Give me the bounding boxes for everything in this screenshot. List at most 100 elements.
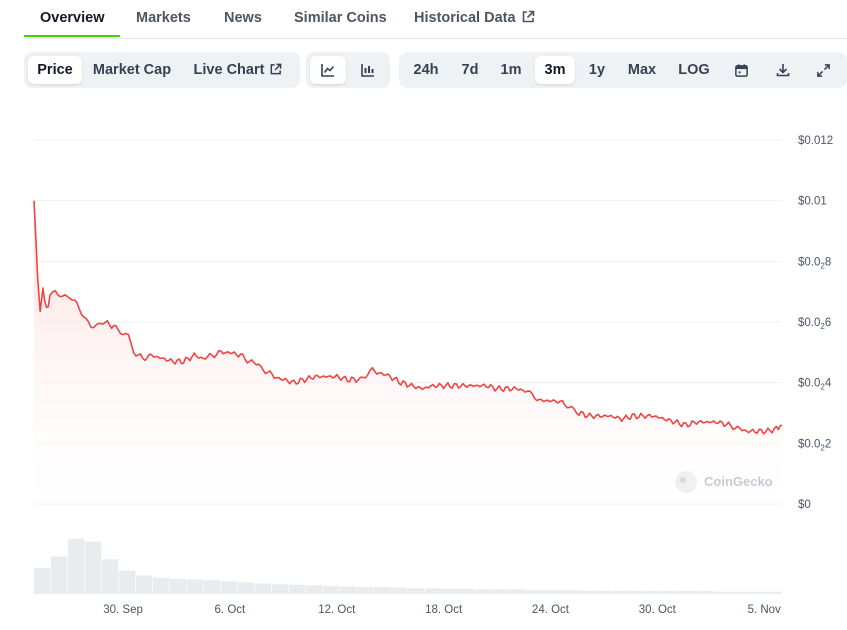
y-tick-label: $0.028 — [798, 256, 831, 270]
y-tick-label: $0.022 — [798, 438, 831, 452]
range-24h-button[interactable]: 24h — [413, 62, 439, 78]
y-tick-label: $0.026 — [798, 317, 831, 331]
volume-bar — [153, 577, 170, 594]
tab-markets[interactable]: Markets — [136, 10, 191, 26]
x-tick-label: 24. Oct — [532, 604, 570, 616]
x-tick-label: 6. Oct — [215, 604, 246, 616]
volume-bar — [646, 591, 663, 594]
candlestick-chart-icon — [361, 64, 374, 77]
live-chart-label: Live Chart — [193, 62, 265, 78]
volume-bar — [510, 589, 527, 594]
volume-bar — [408, 588, 425, 594]
download-icon — [776, 64, 790, 77]
volume-bar — [204, 580, 221, 594]
volume-bar — [255, 583, 272, 594]
candlestick-chart-button[interactable] — [350, 56, 386, 84]
volume-bar — [238, 582, 255, 594]
volume-bar — [85, 541, 102, 594]
x-axis: 30. Sep 6. Oct 12. Oct 18. Oct 24. Oct 30. Oc… — [103, 604, 781, 616]
volume-bar — [680, 591, 697, 594]
date-range-button[interactable] — [723, 56, 759, 84]
volume-bar — [272, 584, 289, 594]
price-button[interactable]: Price — [28, 56, 82, 84]
x-tick-label: 30. Sep — [103, 604, 143, 616]
range-selector: 24h 7d 1m 3m 1y Max LOG — [399, 52, 847, 88]
volume-bar — [748, 591, 765, 594]
y-axis: $0.012 $0.01 $0.028 $0.026 $0.024 $0.022 $0 — [798, 135, 833, 511]
download-button[interactable] — [765, 56, 801, 84]
top-tabs: Overview Markets News Similar Coins Hist… — [24, 0, 847, 39]
volume-bar — [493, 589, 510, 594]
volume-bar — [459, 588, 476, 594]
volume-bar — [629, 591, 646, 594]
market-cap-button[interactable]: Market Cap — [92, 62, 172, 78]
calendar-icon — [734, 63, 748, 77]
volume-bar — [51, 556, 68, 594]
tab-overview[interactable]: Overview — [40, 10, 105, 26]
volume-bar — [612, 590, 629, 594]
line-chart-icon — [321, 64, 335, 77]
price-chart[interactable]: $0.012 $0.01 $0.028 $0.026 $0.024 $0.022 $0 30… — [0, 100, 847, 620]
range-max-button[interactable]: Max — [627, 62, 657, 78]
volume-bar — [425, 588, 442, 594]
range-7d-button[interactable]: 7d — [461, 62, 479, 78]
x-tick-label: 18. Oct — [425, 604, 463, 616]
volume-bar — [391, 587, 408, 594]
volume-bar — [119, 570, 136, 594]
volume-bar — [357, 587, 374, 594]
y-tick-label: $0.012 — [798, 135, 833, 147]
volume-bar — [697, 591, 714, 594]
volume-bar — [527, 589, 544, 594]
volume-bar — [595, 590, 612, 594]
tab-active-indicator — [24, 35, 120, 37]
x-tick-label: 5. Nov — [748, 604, 781, 616]
y-tick-label: $0 — [798, 499, 811, 511]
volume-bar — [102, 559, 119, 594]
volume-bar — [187, 579, 204, 594]
volume-bars — [34, 538, 782, 594]
volume-bar — [731, 591, 748, 594]
y-tick-label: $0.024 — [798, 378, 832, 392]
volume-bar — [323, 585, 340, 594]
line-chart-button[interactable] — [310, 56, 346, 84]
volume-bar — [663, 591, 680, 594]
volume-bar — [136, 575, 153, 594]
live-chart-button[interactable]: Live Chart — [186, 56, 290, 84]
watermark-text: CoinGecko — [704, 474, 773, 489]
tab-historical-data-label: Historical Data — [414, 10, 516, 26]
range-1y-button[interactable]: 1y — [588, 62, 606, 78]
volume-bar — [765, 591, 782, 594]
volume-bar — [476, 589, 493, 594]
range-1m-button[interactable]: 1m — [500, 62, 522, 78]
x-tick-label: 12. Oct — [318, 604, 356, 616]
log-scale-button[interactable]: LOG — [678, 62, 710, 78]
volume-bar — [68, 538, 85, 594]
volume-bar — [714, 591, 731, 594]
volume-bar — [170, 578, 187, 594]
volume-bar — [221, 581, 238, 594]
volume-bar — [306, 585, 323, 594]
coingecko-logo-eye — [680, 477, 686, 483]
volume-bar — [544, 589, 561, 594]
y-tick-label: $0.01 — [798, 196, 827, 208]
price-line — [33, 200, 783, 435]
price-area — [34, 200, 782, 504]
tab-historical-data[interactable]: Historical Data — [414, 10, 535, 26]
volume-bar — [289, 584, 306, 594]
watermark: CoinGecko — [675, 471, 773, 493]
chart-type-selector — [306, 52, 390, 88]
coingecko-logo-icon — [675, 471, 697, 493]
volume-bar — [340, 586, 357, 594]
tab-news[interactable]: News — [224, 10, 262, 26]
metric-selector: Price Market Cap Live Chart — [24, 52, 300, 88]
volume-bar — [442, 588, 459, 594]
tab-similar-coins[interactable]: Similar Coins — [294, 10, 387, 26]
volume-bar — [561, 589, 578, 594]
external-link-icon — [522, 10, 534, 23]
volume-bar — [34, 567, 51, 594]
external-link-icon — [271, 63, 282, 75]
range-3m-button[interactable]: 3m — [535, 56, 575, 84]
fullscreen-button[interactable] — [805, 56, 841, 84]
volume-bar — [374, 587, 391, 594]
volume-bar — [578, 590, 595, 594]
